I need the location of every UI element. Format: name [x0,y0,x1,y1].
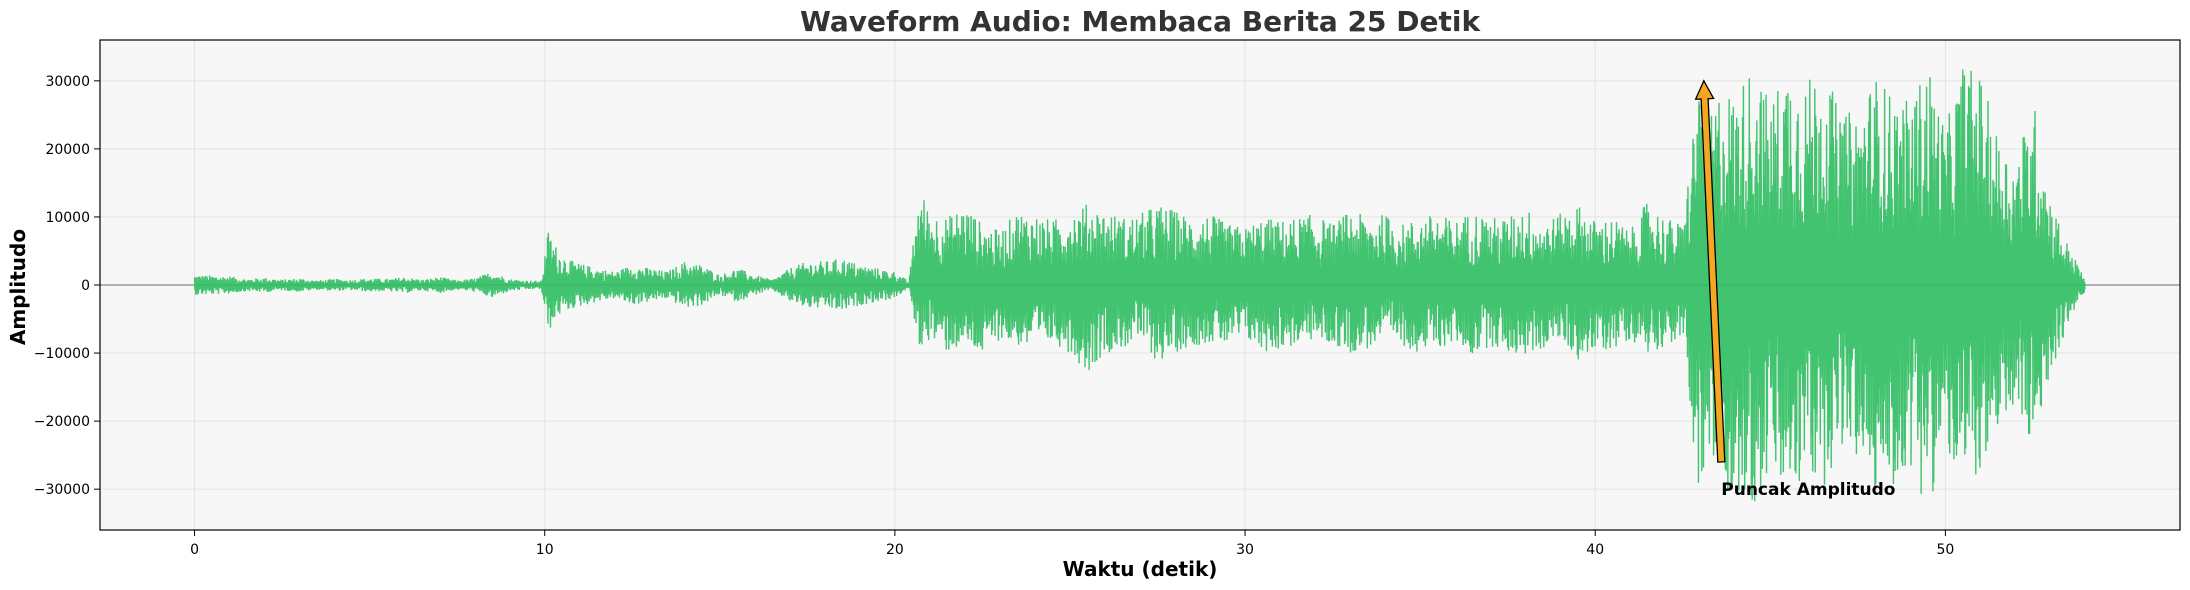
annotation-arrow [1694,79,1726,463]
x-axis-label: Waktu (detik) [1063,557,1218,581]
y-tick-label: −20000 [34,414,90,430]
x-tick-label: 10 [536,542,554,558]
y-tick-label: −10000 [34,346,90,362]
x-tick-label: 30 [1236,542,1254,558]
waveform-layer [193,69,2086,502]
x-tick-label: 50 [1936,542,1954,558]
chart-title: Waveform Audio: Membaca Berita 25 Detik [800,5,1482,38]
y-tick-label: 20000 [45,142,90,158]
waveform-series-0 [193,69,2086,502]
y-tick-label: 0 [81,278,90,294]
x-tick-label: 40 [1586,542,1604,558]
x-tick-label: 0 [190,542,199,558]
y-axis-ticks: −30000 −20000 −10000 0 10000 20000 30000 [34,74,100,498]
y-tick-label: −30000 [34,482,90,498]
y-axis-label: Amplitudo [6,229,30,345]
y-tick-label: 10000 [45,210,90,226]
x-axis-ticks: 0 10 20 30 40 50 [190,530,1954,558]
annotation-label: Puncak Amplitudo [1721,480,1895,500]
y-tick-label: 30000 [45,74,90,90]
annotation-layer: Puncak Amplitudo [1694,79,1895,500]
x-tick-label: 20 [886,542,904,558]
